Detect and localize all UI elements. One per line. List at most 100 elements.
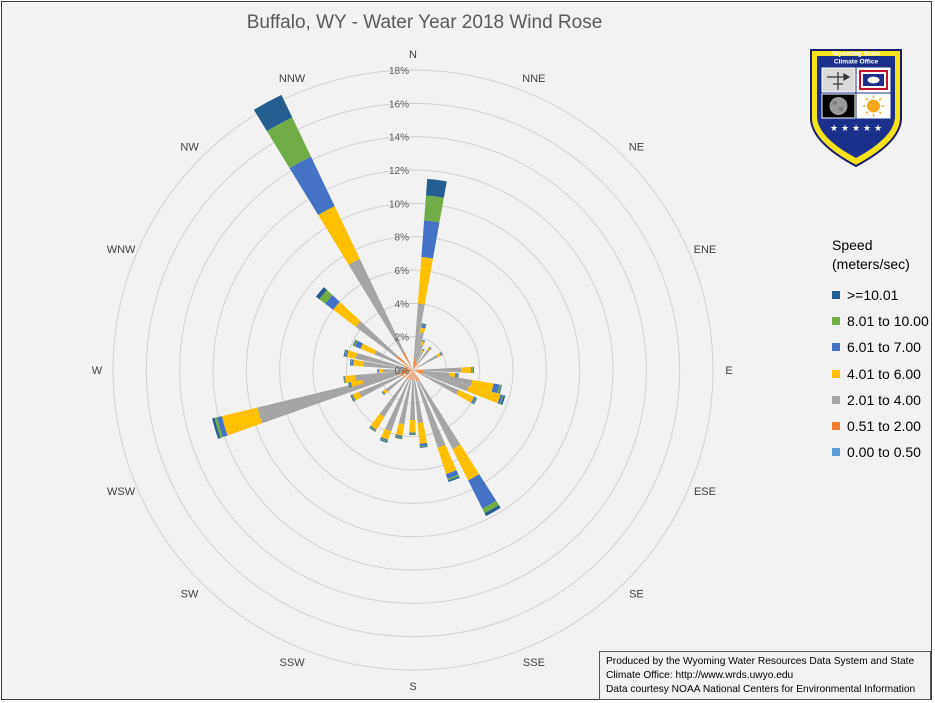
bar-segment <box>482 500 499 514</box>
bar-segment <box>351 394 356 401</box>
sun-icon <box>863 95 884 117</box>
wind-bar <box>377 369 413 373</box>
wind-bar <box>413 370 502 394</box>
bar-segment <box>355 352 404 369</box>
bar-segment <box>398 379 412 425</box>
radial-tick-label: 16% <box>389 99 409 110</box>
bar-segment <box>417 349 430 364</box>
bar-segment <box>413 362 417 370</box>
bar-segment <box>344 375 356 383</box>
bar-segment <box>363 361 404 370</box>
bar-segment <box>472 397 477 405</box>
bar-segment <box>351 359 354 366</box>
bar-segment <box>370 413 385 430</box>
svg-text:★: ★ <box>841 124 849 134</box>
legend-item: 2.01 to 4.00 <box>832 387 934 413</box>
radial-tick-label: 4% <box>395 299 410 310</box>
grid-ring <box>279 236 547 504</box>
bar-segment <box>421 340 425 343</box>
bar-segment <box>427 347 431 352</box>
logo-text-line2: Climate Office <box>834 59 879 66</box>
bar-segment <box>369 425 377 431</box>
bar-segment <box>257 373 398 424</box>
bar-segment <box>369 426 376 432</box>
wind-bar <box>413 346 432 370</box>
bar-segment <box>395 434 403 438</box>
bar-segment <box>421 349 425 352</box>
wyoming-flag-icon <box>859 70 888 90</box>
bar-segment <box>421 323 427 326</box>
wind-bar <box>253 94 413 370</box>
bar-segment <box>439 352 443 356</box>
grid-ring <box>112 69 714 671</box>
bar-segment <box>421 340 426 342</box>
bar-segment <box>355 340 363 349</box>
wind-bar <box>413 370 501 517</box>
bar-segment <box>422 372 470 392</box>
bar-segment <box>414 332 424 361</box>
bar-segment <box>428 347 432 350</box>
direction-label: S <box>409 681 416 693</box>
bar-segment <box>473 397 478 405</box>
bar-segment <box>440 351 443 356</box>
wind-bar <box>212 370 413 439</box>
wind-bar <box>409 370 416 435</box>
credit-line2: Climate Office: http://www.wrds.uwyo.edu <box>606 670 794 681</box>
bar-segment <box>221 407 263 436</box>
bar-segment <box>491 383 500 394</box>
bar-segment <box>409 432 416 434</box>
radial-tick-label: 12% <box>389 166 409 177</box>
bar-segment <box>416 380 446 448</box>
legend-item: 0.51 to 2.00 <box>832 413 934 439</box>
direction-label: NNE <box>522 73 545 85</box>
bar-segment <box>436 352 441 358</box>
direction-label: NW <box>180 142 199 154</box>
moon-icon <box>829 97 848 115</box>
radial-tick-label: 14% <box>389 133 409 144</box>
bar-segment <box>411 368 413 370</box>
bar-segment <box>467 385 501 404</box>
bar-segment <box>349 359 352 366</box>
bar-segment <box>374 350 403 366</box>
wind-bar <box>413 323 427 370</box>
bar-segment <box>344 376 346 384</box>
bar-segment <box>471 396 476 404</box>
grid-ring <box>345 302 481 438</box>
radial-tick-label: 0% <box>395 366 410 377</box>
bar-segment <box>413 303 425 359</box>
bar-segment <box>413 370 423 374</box>
bar-segment <box>421 373 459 395</box>
bar-segment <box>454 373 458 378</box>
svg-text:★: ★ <box>863 124 871 134</box>
bar-segment <box>405 370 413 380</box>
bar-segment <box>439 352 442 356</box>
bar-segment <box>353 359 364 367</box>
wind-bar <box>413 370 478 405</box>
bar-segment <box>403 367 413 370</box>
bar-segment <box>395 436 403 439</box>
wind-bar <box>413 178 447 370</box>
bar-segment <box>378 369 379 373</box>
credit-box: Produced by the Wyoming Water Resources … <box>599 651 931 700</box>
grid-ring <box>212 169 614 571</box>
legend-label: 2.01 to 4.00 <box>847 391 921 408</box>
bar-segment <box>413 370 420 381</box>
bar-segment <box>497 394 503 405</box>
bar-segment <box>413 358 416 370</box>
bar-segment <box>396 370 412 376</box>
bar-segment <box>449 372 456 378</box>
bar-segment <box>420 341 425 346</box>
bar-segment <box>377 369 378 373</box>
bar-segment <box>369 427 376 432</box>
credit-line3: Data courtesy NOAA National Centers for … <box>606 684 916 695</box>
bar-segment <box>472 366 474 374</box>
bar-segment <box>395 423 405 436</box>
bar-segment <box>422 348 425 351</box>
bar-segment <box>419 442 428 447</box>
bar-segment <box>421 220 440 259</box>
wind-bar <box>413 351 443 370</box>
bar-segment <box>498 384 502 394</box>
bar-segment <box>410 370 413 380</box>
bar-segment <box>325 295 340 310</box>
bar-segment <box>403 369 413 371</box>
